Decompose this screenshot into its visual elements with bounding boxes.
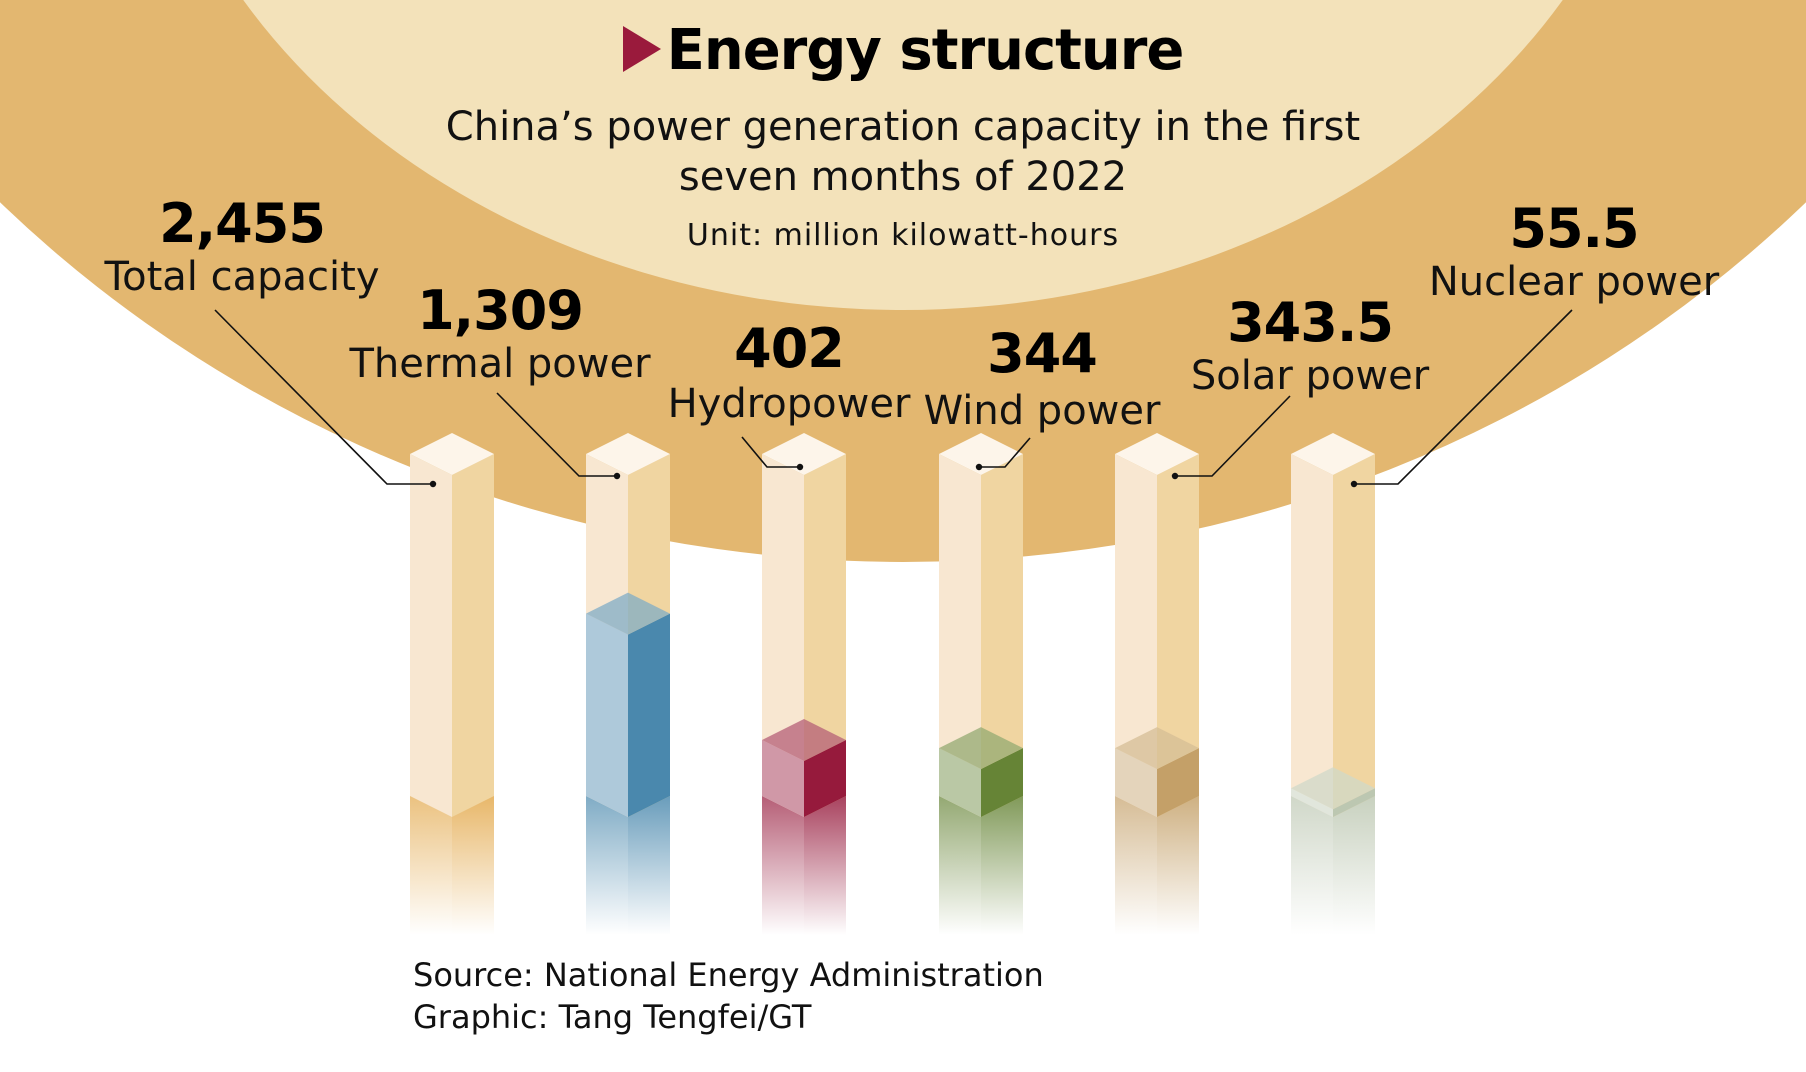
leader-dot [613,472,621,480]
bar-wind [939,433,1023,935]
prism-top-face [410,433,494,475]
chart-subtitle: China’s power generation capacity in the… [403,102,1403,202]
fill-right-face [1333,788,1375,817]
subtitle-line-1: China’s power generation capacity in the… [445,104,1361,150]
prism-right-face [452,454,494,817]
prism-left-face [1115,454,1157,817]
leader-dot [796,463,804,471]
category-label-total: Total capacity [104,254,380,300]
fill-left-face [762,739,804,817]
bar-thermal [586,433,670,935]
prism-top-face [939,433,1023,475]
graphic-credit: Graphic: Tang Tengfei/GT [413,998,812,1036]
bar-reflection-left [939,775,981,935]
bar-reflection-right [452,775,494,935]
subtitle-line-2: seven months of 2022 [678,154,1128,200]
value-label-thermal: 1,309 [417,279,584,342]
bar-reflection-right [804,775,846,935]
leader-dot [1350,480,1358,488]
leader-total [214,309,437,488]
bar-reflection-right [1333,775,1375,935]
bar-reflection-right [1157,775,1199,935]
prism-left-face [1291,454,1333,817]
bar-nuclear [1291,433,1375,935]
fill-top-face [1291,767,1375,810]
bar-reflection-left [762,775,804,935]
prism-left-face [939,454,981,817]
fill-top-face [586,592,670,635]
leader-nuclear [1350,309,1573,488]
fill-right-face [1157,748,1199,817]
leader-dot [429,480,437,488]
leader-thermal [496,392,621,480]
bar-reflection-right [628,775,670,935]
value-label-total: 2,455 [159,192,326,255]
unit-label: Unit: million kilowatt-hours [686,218,1120,253]
prism-top-face [1115,433,1199,475]
prism-right-face [1157,454,1199,817]
footer: Source: National Energy Administration G… [413,954,1044,1038]
bar-reflection-left [410,775,452,935]
title-marker-icon [622,25,661,72]
prism-top-face [762,433,846,475]
value-label-hydro: 402 [734,317,845,380]
fill-left-face [939,748,981,817]
category-label-nuclear: Nuclear power [1428,259,1720,305]
bar-total [410,433,494,935]
leader-hydro [741,436,804,471]
leader-wind [975,437,1031,471]
chart-title-text: Energy structure [666,18,1185,83]
bar-solar [1115,433,1199,935]
category-label-thermal: Thermal power [349,341,651,387]
prism-right-face [981,454,1023,817]
prism-left-face [410,454,452,817]
category-label-hydro: Hydropower [667,381,911,427]
inner-circle [243,0,1563,310]
category-label-solar: Solar power [1190,353,1430,399]
fill-top-face [1115,727,1199,770]
bar-hydro [762,433,846,935]
fill-left-face [1291,788,1333,817]
value-label-nuclear: 55.5 [1509,197,1639,260]
bar-reflection-left [586,775,628,935]
fill-top-face [762,718,846,761]
prism-top-face [1291,433,1375,475]
fill-left-face [1115,748,1157,817]
chart-title: Energy structure [0,18,1806,83]
leader-dot [975,463,983,471]
fill-left-face [586,613,628,817]
category-label-wind: Wind power [923,388,1161,434]
source-credit: Source: National Energy Administration [413,956,1044,994]
prism-top-face [586,433,670,475]
value-label-wind: 344 [987,322,1098,385]
leader-dot [1171,472,1179,480]
bar-reflection-left [1291,775,1333,935]
fill-right-face [981,748,1023,817]
value-label-solar: 343.5 [1227,291,1394,354]
fill-right-face [804,739,846,817]
bar-reflection-right [981,775,1023,935]
fill-top-face [939,727,1023,770]
bar-reflection-left [1115,775,1157,935]
prism-right-face [1333,454,1375,817]
leader-solar [1171,395,1291,480]
fill-right-face [628,613,670,817]
